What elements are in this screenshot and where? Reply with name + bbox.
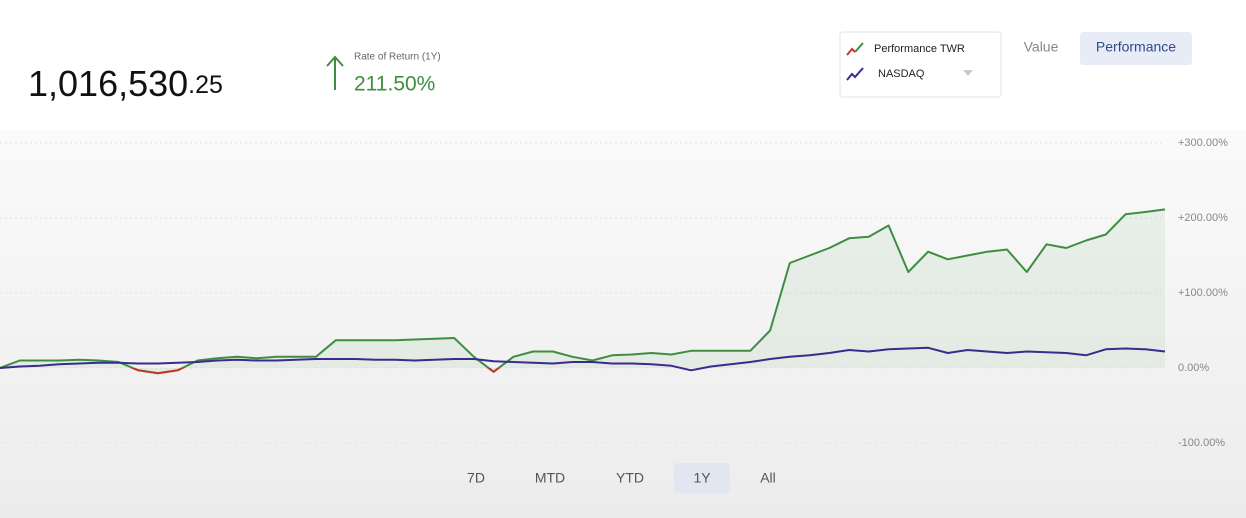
view-toggle: Value Performance [1024,32,1192,65]
legend-icon [854,42,864,53]
up-arrow [326,55,344,90]
series-line [0,346,1166,372]
y-tick-label: +100.00% [1178,287,1228,299]
toggle-bg[interactable] [1080,32,1192,65]
plot: +300.00% +200.00% +100.00% 0.00% -100.00% [0,137,1228,449]
toggle-button[interactable]: Value [1024,39,1059,55]
y-tick-label: 0.00% [1178,362,1209,374]
legend-label: NASDAQ [878,68,925,80]
area [0,209,1165,374]
legend: Performance TWR NASDAQ [839,31,1002,98]
range-bg[interactable] [674,463,730,493]
legend-label: Performance TWR [874,43,965,55]
y-tick-label: +300.00% [1178,137,1228,149]
header-bg [0,0,1246,130]
range-button[interactable]: MTD [535,470,565,486]
range-button[interactable]: 1Y [693,470,711,486]
value-main: 1,016,530 [28,63,188,104]
y-tick-label: +200.00% [1178,212,1228,224]
rate-label: Rate of Return (1Y) [354,52,441,63]
legend-box [839,31,1002,98]
range-button[interactable]: YTD [616,470,644,486]
legend-icon [846,47,856,56]
y-tick-label: -100.00% [1178,437,1225,449]
range-buttons: 7D MTD YTD 1Y All [467,463,776,493]
portfolio-value: 1,016,530.25 [28,63,223,104]
toggle-button[interactable]: Performance [1096,39,1176,55]
dropdown-arrow[interactable] [963,70,973,76]
value-cents: .25 [188,71,223,99]
range-button[interactable]: All [760,470,776,486]
legend-icon [846,67,864,81]
rate-value: 211.50% [354,73,435,96]
range-button[interactable]: 7D [467,470,485,486]
